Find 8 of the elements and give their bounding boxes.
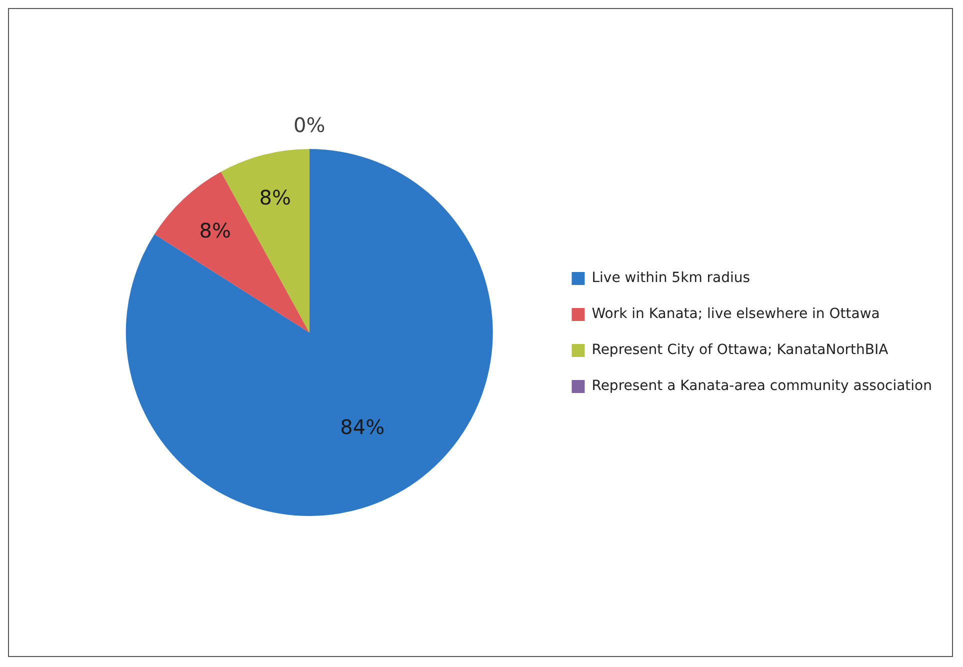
legend-label: Represent City of Ottawa; KanataNorthBIA — [592, 342, 889, 358]
data-label: 8% — [259, 185, 291, 210]
text: 0% — [293, 113, 326, 138]
legend-label: Represent a Kanata-area community association — [592, 378, 932, 394]
data-label: 84% — [340, 415, 385, 440]
legend-label: Work in Kanata; live elsewhere in Ottawa — [592, 306, 880, 322]
legend-label: Live within 5km radius — [592, 270, 750, 286]
data-label: 8% — [199, 218, 232, 242]
